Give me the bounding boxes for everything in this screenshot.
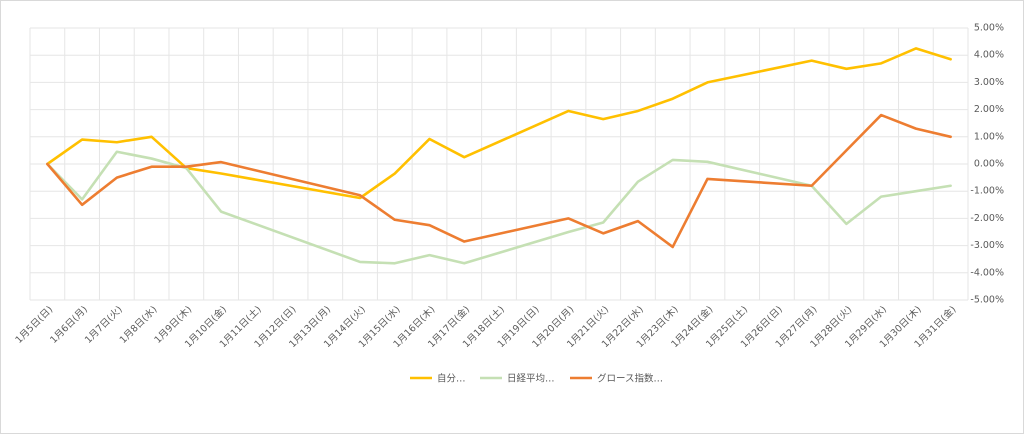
y-tick-label: 0.00% — [974, 159, 1004, 170]
series-line — [46, 150, 952, 265]
y-tick-label: -5.00% — [970, 295, 1004, 306]
legend-label: グロース指数… — [597, 373, 663, 385]
y-tick-label: 3.00% — [974, 77, 1004, 88]
series-line — [46, 113, 952, 249]
legend-label: 日経平均… — [507, 373, 555, 385]
legend-label: 自分… — [437, 373, 466, 385]
y-tick-label: -2.00% — [970, 213, 1004, 224]
y-tick-label: 1.00% — [974, 131, 1004, 142]
y-tick-label: -1.00% — [970, 186, 1004, 197]
y-tick-label: 5.00% — [974, 23, 1004, 34]
y-tick-label: 4.00% — [974, 50, 1004, 61]
y-tick-label: -3.00% — [970, 240, 1004, 251]
y-tick-label: -4.00% — [970, 267, 1004, 278]
y-tick-label: 2.00% — [974, 104, 1004, 115]
series-line — [46, 47, 952, 200]
